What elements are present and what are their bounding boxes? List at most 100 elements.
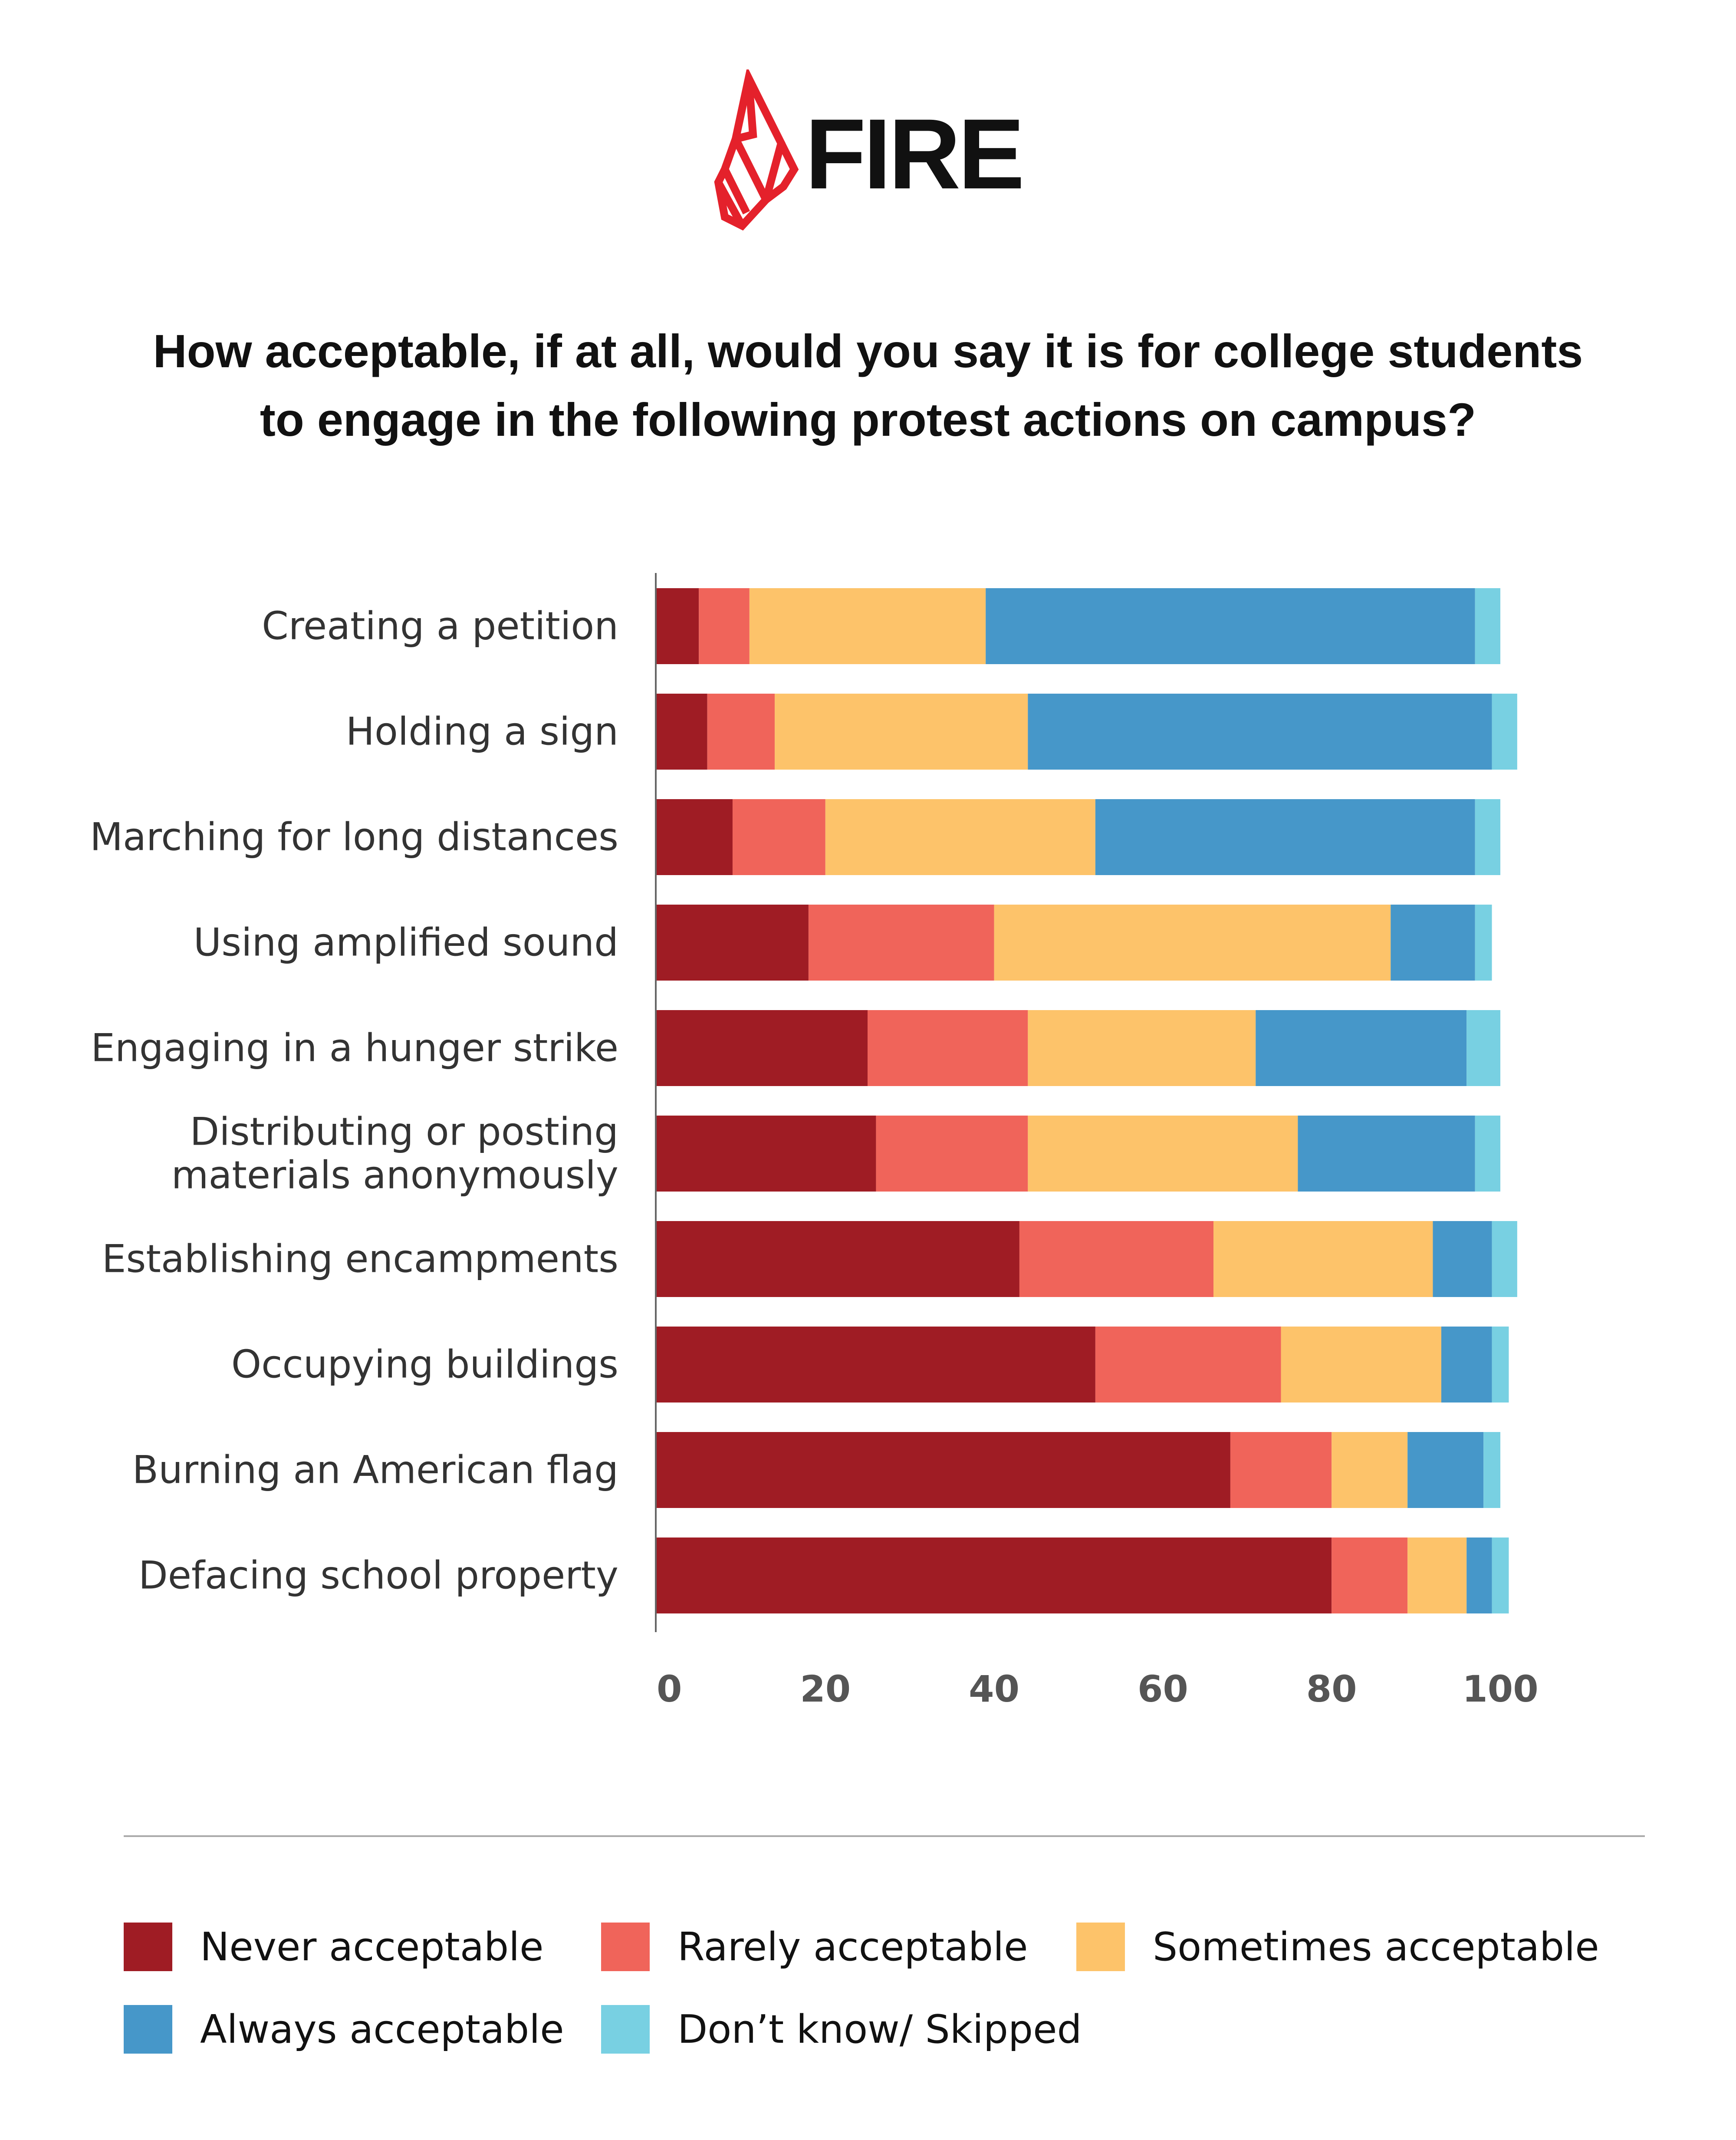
bar-segment-3-0 <box>657 905 809 981</box>
bar-segment-2-1 <box>732 799 825 875</box>
bar-segment-7-0 <box>657 1327 1095 1403</box>
legend-swatch-sometimes <box>1076 1923 1125 1971</box>
category-labels: Creating a petition Holding a sign Marchin… <box>90 604 618 1598</box>
category-label-7-line-0: Occupying buildings <box>231 1342 618 1387</box>
legend-swatch-never <box>124 1923 172 1971</box>
bar-segment-2-4 <box>1475 799 1500 875</box>
category-label-0-line-0: Creating a petition <box>262 604 618 649</box>
bar-segment-9-2 <box>1407 1538 1467 1613</box>
legend-label-always: Always acceptable <box>200 2006 564 2052</box>
bar-segment-1-2 <box>775 694 1028 770</box>
bar-segment-6-2 <box>1213 1221 1433 1297</box>
legend-label-dont-know: Don’t know/ Skipped <box>677 2006 1082 2052</box>
legend-swatch-rarely <box>601 1923 650 1971</box>
chart-title-line-2: to engage in the following protest actio… <box>260 393 1476 446</box>
category-label-7: Occupying buildings <box>231 1342 618 1387</box>
bar-segment-3-4 <box>1475 905 1492 981</box>
category-label-8: Burning an American flag <box>132 1448 618 1492</box>
legend-item-always: Always acceptable <box>124 2005 564 2054</box>
chart-title: How acceptable, if at all, would you say… <box>65 317 1671 454</box>
legend-label-rarely: Rarely acceptable <box>677 1924 1028 1970</box>
x-tick-label-1: 20 <box>800 1668 851 1710</box>
bar-segment-9-3 <box>1466 1538 1492 1613</box>
bar-segment-7-4 <box>1492 1327 1509 1403</box>
bar-segment-8-3 <box>1407 1432 1484 1508</box>
bar-segment-3-1 <box>808 905 994 981</box>
category-label-1-line-0: Holding a sign <box>346 709 618 754</box>
category-label-0: Creating a petition <box>262 604 618 649</box>
bar-segment-2-3 <box>1095 799 1475 875</box>
bar-segment-4-0 <box>657 1010 868 1086</box>
bar-segment-4-4 <box>1466 1010 1500 1086</box>
legend-item-sometimes: Sometimes acceptable <box>1076 1923 1599 1971</box>
category-label-2: Marching for long distances <box>90 815 618 859</box>
chart-title-line-1: How acceptable, if at all, would you say… <box>153 325 1583 377</box>
bar-segment-7-3 <box>1441 1327 1492 1403</box>
legend-label-never: Never acceptable <box>200 1924 544 1970</box>
bar-segment-4-2 <box>1028 1010 1256 1086</box>
legend-swatch-dont-know <box>601 2005 650 2054</box>
bar-segment-5-3 <box>1298 1116 1475 1192</box>
bar-segment-8-4 <box>1483 1432 1500 1508</box>
bar-segment-7-1 <box>1095 1327 1281 1403</box>
bar-segment-5-2 <box>1028 1116 1298 1192</box>
legend-divider <box>124 1835 1645 1837</box>
bar-segment-2-0 <box>657 799 733 875</box>
category-label-6-line-0: Establishing encampments <box>102 1237 618 1281</box>
bars-group <box>657 588 1517 1613</box>
bar-segment-7-2 <box>1281 1327 1441 1403</box>
bar-segment-3-2 <box>994 905 1391 981</box>
bar-segment-3-3 <box>1391 905 1475 981</box>
category-label-3-line-0: Using amplified sound <box>194 920 618 965</box>
category-label-6: Establishing encampments <box>102 1237 618 1281</box>
bar-segment-6-0 <box>657 1221 1019 1297</box>
category-label-5-line-1: materials anonymously <box>171 1153 618 1198</box>
fire-logo-icon <box>714 69 799 231</box>
legend-label-sometimes: Sometimes acceptable <box>1153 1924 1599 1970</box>
bar-segment-6-4 <box>1492 1221 1517 1297</box>
bar-segment-2-2 <box>825 799 1095 875</box>
x-tick-label-0: 0 <box>657 1668 682 1710</box>
x-tick-label-2: 40 <box>969 1668 1019 1710</box>
legend-item-never: Never acceptable <box>124 1923 544 1971</box>
bar-segment-9-0 <box>657 1538 1332 1613</box>
bar-segment-0-1 <box>699 588 750 664</box>
legend-item-dont-know: Don’t know/ Skipped <box>601 2005 1082 2054</box>
category-label-8-line-0: Burning an American flag <box>132 1448 618 1492</box>
x-tick-label-4: 80 <box>1306 1668 1357 1710</box>
bar-segment-5-1 <box>876 1116 1028 1192</box>
bar-segment-9-4 <box>1492 1538 1509 1613</box>
bar-segment-8-1 <box>1230 1432 1332 1508</box>
category-label-2-line-0: Marching for long distances <box>90 815 618 859</box>
bar-segment-1-0 <box>657 694 707 770</box>
bar-segment-5-0 <box>657 1116 876 1192</box>
bar-segment-6-1 <box>1019 1221 1214 1297</box>
bar-segment-1-4 <box>1492 694 1517 770</box>
category-label-5: Distributing or posting materials anonymo… <box>171 1110 618 1198</box>
category-label-9: Defacing school property <box>138 1553 618 1598</box>
category-label-1: Holding a sign <box>346 709 618 754</box>
category-label-4-line-0: Engaging in a hunger strike <box>91 1026 618 1070</box>
legend-swatch-always <box>124 2005 172 2054</box>
bar-segment-9-1 <box>1332 1538 1408 1613</box>
bar-segment-0-3 <box>986 588 1475 664</box>
category-label-5-line-0: Distributing or posting <box>190 1110 618 1154</box>
bar-segment-8-2 <box>1332 1432 1408 1508</box>
bar-segment-4-3 <box>1256 1010 1467 1086</box>
bar-segment-6-3 <box>1433 1221 1492 1297</box>
category-label-4: Engaging in a hunger strike <box>91 1026 618 1070</box>
logo-wordmark: FIRE <box>805 98 1025 210</box>
bar-segment-1-1 <box>707 694 775 770</box>
bar-segment-1-3 <box>1028 694 1492 770</box>
bar-segment-0-4 <box>1475 588 1500 664</box>
bar-segment-5-4 <box>1475 1116 1500 1192</box>
x-axis-ticks: 0 20 40 60 80 100 <box>657 1668 1539 1710</box>
bar-segment-0-2 <box>749 588 986 664</box>
category-label-3: Using amplified sound <box>194 920 618 965</box>
bar-segment-4-1 <box>868 1010 1028 1086</box>
x-tick-label-3: 60 <box>1138 1668 1188 1710</box>
bar-segment-0-0 <box>657 588 699 664</box>
category-label-9-line-0: Defacing school property <box>138 1553 618 1598</box>
bar-segment-8-0 <box>657 1432 1230 1508</box>
